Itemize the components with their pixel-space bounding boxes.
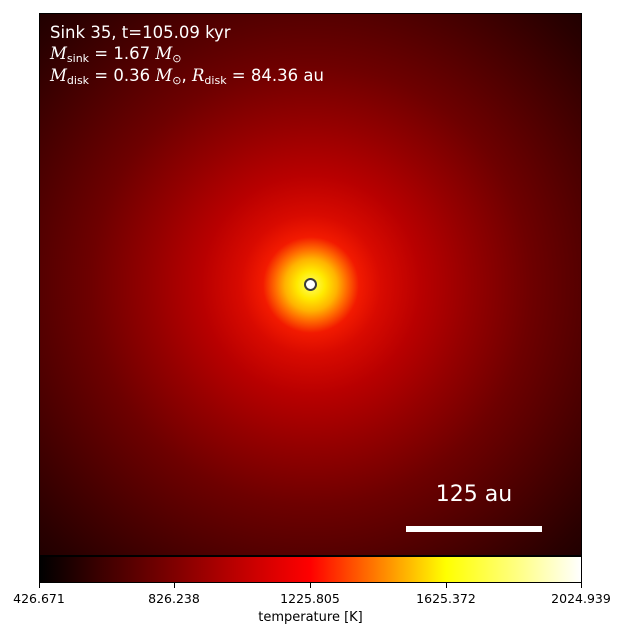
colorbar-tick-label: 1225.805 — [280, 591, 340, 606]
scalebar-label: 125 au — [435, 482, 513, 507]
colorbar-tick — [310, 583, 311, 588]
colorbar-tick-label: 2024.939 — [551, 591, 611, 606]
sink-marker — [304, 278, 317, 291]
colorbar — [39, 556, 582, 583]
colorbar-tick — [446, 583, 447, 588]
scalebar-line — [406, 526, 542, 532]
colorbar-tick — [174, 583, 175, 588]
colorbar-tick-label: 826.238 — [148, 591, 200, 606]
sink-time-label: Sink 35, t=105.09 kyr — [50, 23, 231, 42]
colorbar-label: temperature [K] — [258, 610, 363, 625]
colorbar-tick — [581, 583, 582, 588]
sink-mass-label: Msink = 1.67 M⊙ — [50, 44, 182, 65]
temperature-map: Sink 35, t=105.09 kyr Msink = 1.67 M⊙ Md… — [39, 13, 582, 556]
colorbar-tick-label: 1625.372 — [416, 591, 476, 606]
colorbar-tick-label: 426.671 — [13, 591, 65, 606]
disk-mass-radius-label: Mdisk = 0.36 M⊙, Rdisk = 84.36 au — [50, 66, 324, 87]
colorbar-tick — [39, 583, 40, 588]
